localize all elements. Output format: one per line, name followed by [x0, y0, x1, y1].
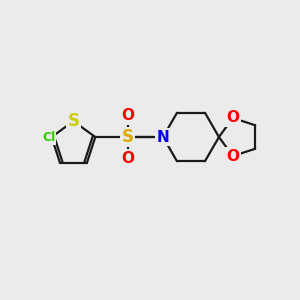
Text: S: S	[122, 128, 134, 146]
Text: Cl: Cl	[42, 130, 55, 143]
Text: O: O	[226, 110, 239, 125]
Text: N: N	[157, 130, 169, 145]
Text: N: N	[157, 130, 169, 145]
Text: O: O	[226, 148, 239, 164]
Text: O: O	[121, 108, 134, 123]
Text: S: S	[68, 112, 80, 130]
Text: O: O	[121, 151, 134, 166]
